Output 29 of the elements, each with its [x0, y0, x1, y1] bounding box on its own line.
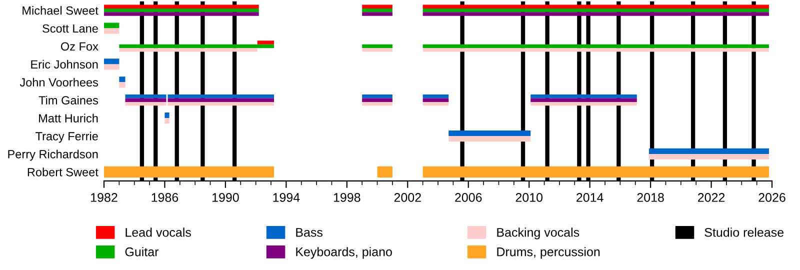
- legend-label: Bass: [296, 228, 322, 237]
- x-tick-label: 2014: [576, 193, 604, 202]
- legend-label: Guitar: [125, 247, 159, 256]
- x-tick-label: 2026: [758, 193, 786, 202]
- y-tick-label: Eric Johnson: [31, 60, 98, 69]
- x-tick-label: 2018: [637, 193, 664, 202]
- x-tick-label: 2006: [455, 193, 482, 202]
- x-tick-label: 2022: [698, 193, 725, 202]
- x-tick-label: 2010: [516, 193, 543, 202]
- y-tick-label: Oz Fox: [60, 42, 98, 51]
- x-tick-label: 1982: [91, 193, 118, 202]
- y-tick-label: Michael Sweet: [22, 6, 98, 15]
- y-tick-label: Robert Sweet: [28, 168, 98, 176]
- y-tick-label: Tim Gaines: [38, 96, 98, 104]
- y-tick-label: John Voorhees: [20, 78, 98, 87]
- legend-label: Studio release: [704, 228, 784, 237]
- y-tick-label: Scott Lane: [42, 24, 98, 33]
- legend-label: Backing vocals: [497, 228, 580, 240]
- x-tick-label: 1998: [334, 193, 360, 202]
- legend-label: Lead vocals: [126, 228, 191, 237]
- legend-label: Keyboards, piano: [296, 247, 392, 259]
- y-tick-label: Tracy Ferrie: [36, 132, 98, 143]
- legend-label: Drums, percussion: [497, 247, 600, 259]
- x-tick-label: 1994: [273, 193, 300, 202]
- y-tick-label: Matt Hurich: [39, 114, 98, 122]
- y-tick-label: Perry Richardson: [8, 150, 98, 161]
- x-tick-label: 1986: [152, 193, 178, 202]
- x-tick-label: 1990: [212, 193, 239, 202]
- x-tick-label: 2002: [394, 193, 421, 202]
